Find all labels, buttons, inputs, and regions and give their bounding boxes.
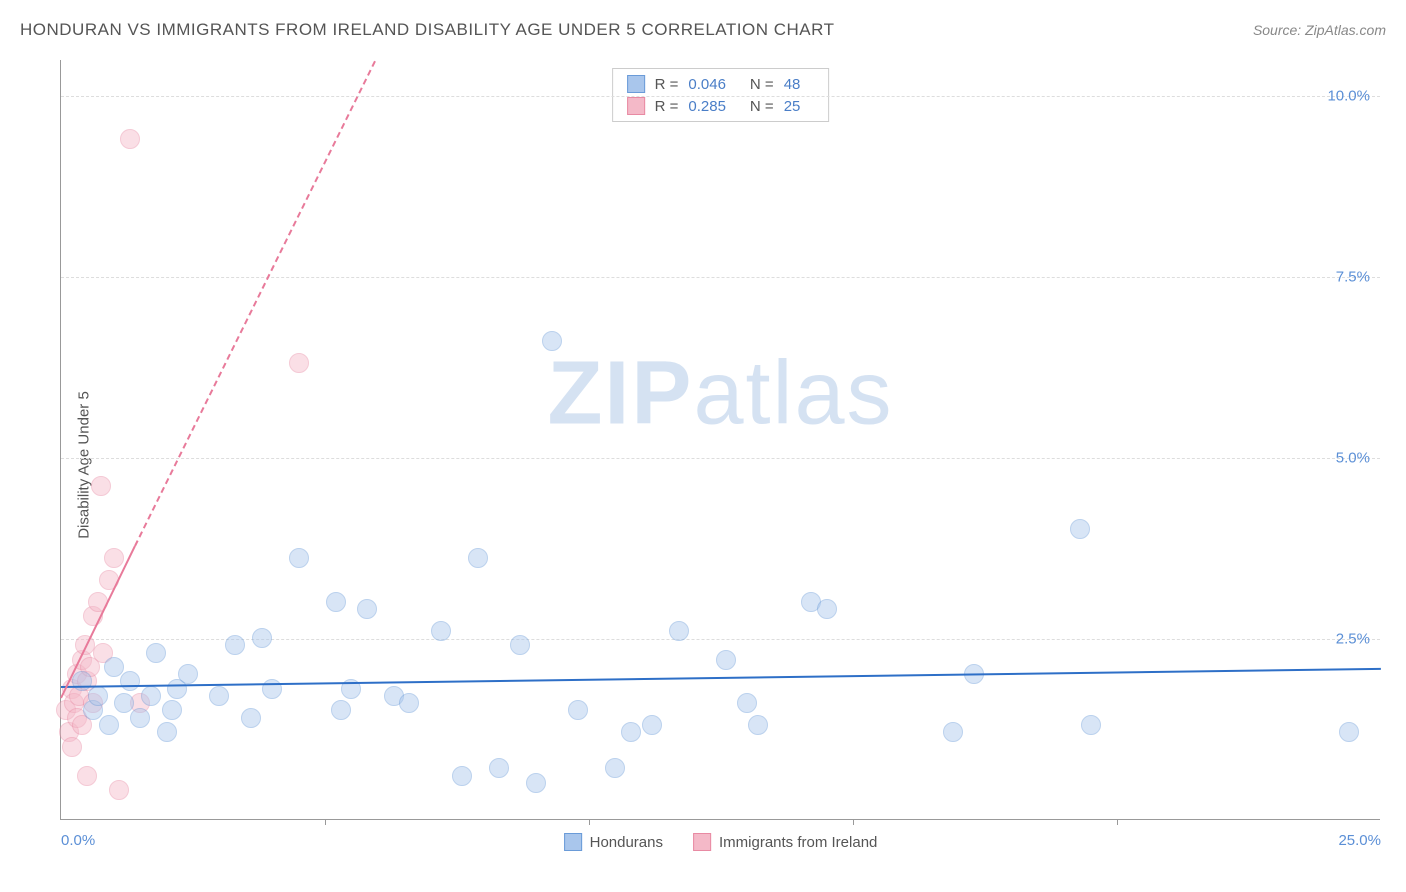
chart-title: HONDURAN VS IMMIGRANTS FROM IRELAND DISA…: [20, 20, 834, 40]
data-point: [141, 686, 161, 706]
data-point: [748, 715, 768, 735]
r-value-hondurans: 0.046: [688, 76, 726, 93]
legend-item-ireland: Immigrants from Ireland: [693, 833, 877, 851]
data-point: [468, 548, 488, 568]
source-attribution: Source: ZipAtlas.com: [1253, 22, 1386, 38]
data-point: [357, 599, 377, 619]
data-point: [568, 700, 588, 720]
x-tick-label: 0.0%: [61, 832, 95, 849]
data-point: [120, 129, 140, 149]
plot-area: ZIPatlas R = 0.046 N = 48 R = 0.285 N = …: [60, 60, 1380, 820]
swatch-ireland: [693, 833, 711, 851]
data-point: [669, 621, 689, 641]
gridline: [61, 277, 1380, 278]
data-point: [104, 657, 124, 677]
data-point: [91, 476, 111, 496]
data-point: [262, 679, 282, 699]
y-tick-label: 5.0%: [1336, 450, 1370, 467]
source-label: Source:: [1253, 22, 1305, 38]
chart-container: Disability Age Under 5 ZIPatlas R = 0.04…: [20, 60, 1386, 870]
watermark-zip: ZIP: [547, 343, 693, 443]
stats-legend: R = 0.046 N = 48 R = 0.285 N = 25: [612, 68, 830, 122]
x-tick-label: 25.0%: [1338, 832, 1381, 849]
data-point: [225, 635, 245, 655]
r-value-ireland: 0.285: [688, 98, 726, 115]
chart-header: HONDURAN VS IMMIGRANTS FROM IRELAND DISA…: [20, 20, 1386, 40]
data-point: [642, 715, 662, 735]
watermark-atlas: atlas: [693, 343, 893, 443]
n-value-ireland: 25: [784, 98, 801, 115]
data-point: [209, 686, 229, 706]
data-point: [621, 722, 641, 742]
source-value: ZipAtlas.com: [1305, 22, 1386, 38]
data-point: [1070, 519, 1090, 539]
data-point: [72, 671, 92, 691]
r-label: R =: [655, 98, 679, 115]
watermark: ZIPatlas: [547, 342, 893, 445]
swatch-hondurans: [564, 833, 582, 851]
legend-label-ireland: Immigrants from Ireland: [719, 834, 877, 851]
data-point: [252, 628, 272, 648]
n-label: N =: [750, 98, 774, 115]
legend-item-hondurans: Hondurans: [564, 833, 663, 851]
legend-label-hondurans: Hondurans: [590, 834, 663, 851]
data-point: [241, 708, 261, 728]
x-tick: [589, 819, 590, 825]
data-point: [109, 780, 129, 800]
data-point: [331, 700, 351, 720]
n-label: N =: [750, 76, 774, 93]
swatch-ireland: [627, 97, 645, 115]
data-point: [162, 700, 182, 720]
data-point: [1339, 722, 1359, 742]
bottom-legend: Hondurans Immigrants from Ireland: [564, 833, 878, 851]
gridline: [61, 96, 1380, 97]
data-point: [289, 548, 309, 568]
y-tick-label: 2.5%: [1336, 631, 1370, 648]
data-point: [88, 686, 108, 706]
data-point: [114, 693, 134, 713]
data-point: [157, 722, 177, 742]
data-point: [399, 693, 419, 713]
stats-row-ireland: R = 0.285 N = 25: [627, 97, 815, 115]
data-point: [737, 693, 757, 713]
trend-line: [61, 668, 1381, 688]
n-value-hondurans: 48: [784, 76, 801, 93]
data-point: [943, 722, 963, 742]
data-point: [716, 650, 736, 670]
y-tick-label: 10.0%: [1327, 88, 1370, 105]
x-tick: [853, 819, 854, 825]
data-point: [104, 548, 124, 568]
y-tick-label: 7.5%: [1336, 269, 1370, 286]
trend-line: [134, 61, 376, 547]
data-point: [326, 592, 346, 612]
r-label: R =: [655, 76, 679, 93]
data-point: [62, 737, 82, 757]
data-point: [510, 635, 530, 655]
data-point: [431, 621, 451, 641]
data-point: [130, 708, 150, 728]
data-point: [99, 715, 119, 735]
swatch-hondurans: [627, 75, 645, 93]
x-tick: [1117, 819, 1118, 825]
data-point: [817, 599, 837, 619]
data-point: [146, 643, 166, 663]
data-point: [77, 766, 97, 786]
data-point: [452, 766, 472, 786]
data-point: [542, 331, 562, 351]
data-point: [526, 773, 546, 793]
data-point: [1081, 715, 1101, 735]
data-point: [489, 758, 509, 778]
stats-row-hondurans: R = 0.046 N = 48: [627, 75, 815, 93]
gridline: [61, 458, 1380, 459]
data-point: [289, 353, 309, 373]
data-point: [120, 671, 140, 691]
data-point: [178, 664, 198, 684]
data-point: [605, 758, 625, 778]
x-tick: [325, 819, 326, 825]
